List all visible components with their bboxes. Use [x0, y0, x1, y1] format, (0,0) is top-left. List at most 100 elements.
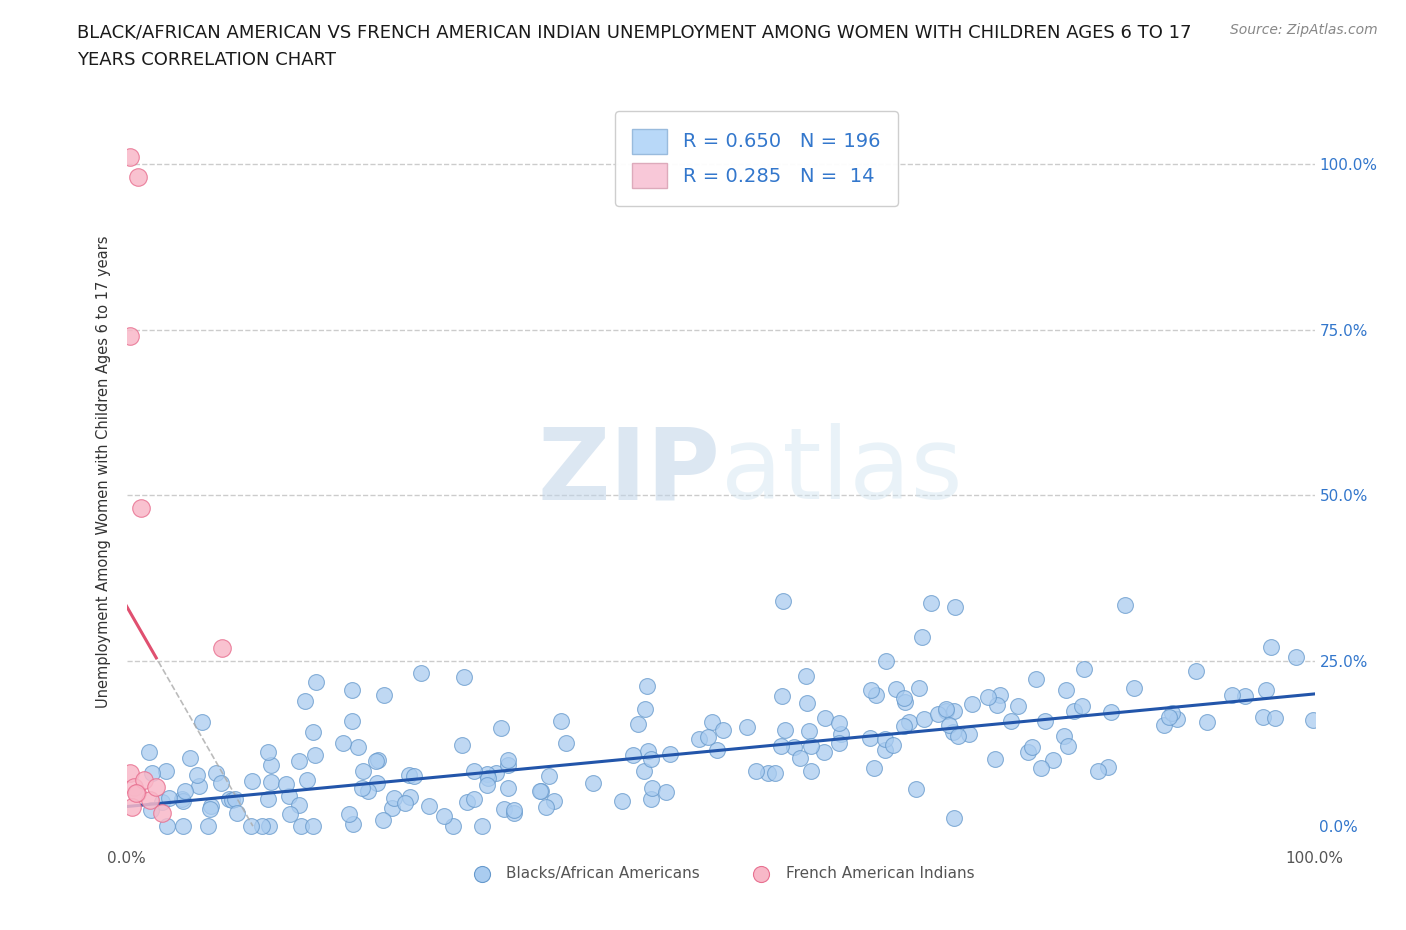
- Point: [367, 753, 389, 768]
- Point: [799, 724, 821, 738]
- Point: [756, 766, 779, 781]
- Point: [125, 786, 148, 801]
- Point: [1025, 671, 1047, 686]
- Point: [1073, 662, 1095, 677]
- Point: [172, 819, 194, 834]
- Point: [260, 775, 283, 790]
- Point: [172, 791, 194, 806]
- Point: [366, 776, 388, 790]
- Point: [145, 779, 167, 794]
- Point: [342, 817, 364, 831]
- Point: [688, 732, 710, 747]
- Point: [441, 819, 464, 834]
- Point: [984, 751, 1007, 766]
- Point: [198, 802, 221, 817]
- Point: [1057, 739, 1080, 754]
- Point: [875, 731, 897, 746]
- Point: [342, 683, 364, 698]
- Point: [706, 742, 728, 757]
- Point: [735, 720, 758, 735]
- Point: [865, 688, 887, 703]
- Point: [884, 682, 907, 697]
- Point: [1285, 649, 1308, 664]
- Point: [302, 724, 325, 739]
- Point: [191, 715, 214, 730]
- Point: [337, 807, 360, 822]
- Point: [305, 675, 328, 690]
- Point: [352, 764, 374, 778]
- Point: [475, 777, 498, 792]
- Point: [402, 769, 425, 784]
- Point: [287, 753, 309, 768]
- Point: [627, 716, 650, 731]
- Text: ZIP: ZIP: [537, 423, 721, 521]
- Point: [745, 764, 768, 778]
- Point: [789, 751, 811, 765]
- Point: [633, 764, 655, 778]
- Point: [1097, 760, 1119, 775]
- Point: [828, 716, 851, 731]
- Point: [640, 791, 662, 806]
- Point: [172, 793, 194, 808]
- Point: [700, 714, 723, 729]
- Text: atlas: atlas: [721, 423, 962, 521]
- Point: [418, 798, 440, 813]
- Point: [775, 723, 797, 737]
- Point: [200, 799, 222, 814]
- Point: [260, 758, 283, 773]
- Point: [1035, 713, 1057, 728]
- Point: [453, 670, 475, 684]
- Point: [943, 810, 966, 825]
- Point: [537, 769, 560, 784]
- Point: [294, 694, 316, 709]
- Point: [204, 766, 226, 781]
- Point: [197, 819, 219, 834]
- Text: Source: ZipAtlas.com: Source: ZipAtlas.com: [1230, 23, 1378, 37]
- Point: [290, 819, 312, 834]
- Point: [1029, 761, 1052, 776]
- Point: [496, 758, 519, 773]
- Point: [398, 768, 420, 783]
- Point: [859, 683, 882, 698]
- Point: [1123, 680, 1146, 695]
- Point: [942, 725, 965, 740]
- Point: [658, 747, 681, 762]
- Point: [257, 819, 280, 834]
- Point: [409, 666, 432, 681]
- Point: [976, 689, 998, 704]
- Point: [873, 743, 896, 758]
- Point: [543, 794, 565, 809]
- Point: [859, 730, 882, 745]
- Point: [610, 793, 633, 808]
- Point: [893, 691, 915, 706]
- Point: [224, 791, 246, 806]
- Point: [155, 764, 177, 778]
- Point: [278, 789, 301, 804]
- Point: [905, 781, 928, 796]
- Point: [946, 728, 969, 743]
- Point: [257, 791, 280, 806]
- Point: [120, 150, 142, 165]
- Point: [352, 780, 374, 795]
- Point: [297, 772, 319, 787]
- Point: [1000, 714, 1022, 729]
- Point: [1087, 764, 1109, 778]
- Point: [1197, 714, 1219, 729]
- Point: [139, 803, 162, 817]
- Point: [813, 745, 835, 760]
- Point: [346, 739, 368, 754]
- Point: [986, 698, 1008, 712]
- Point: [1184, 663, 1206, 678]
- Point: [502, 803, 524, 817]
- Y-axis label: Unemployment Among Women with Children Ages 6 to 17 years: Unemployment Among Women with Children A…: [96, 235, 111, 709]
- Point: [239, 819, 262, 834]
- Point: [814, 711, 837, 725]
- Point: [934, 704, 956, 719]
- Point: [373, 687, 395, 702]
- Point: [943, 600, 966, 615]
- Point: [188, 778, 211, 793]
- Point: [800, 764, 823, 778]
- Point: [120, 766, 142, 781]
- Point: [1114, 598, 1136, 613]
- Point: [636, 679, 658, 694]
